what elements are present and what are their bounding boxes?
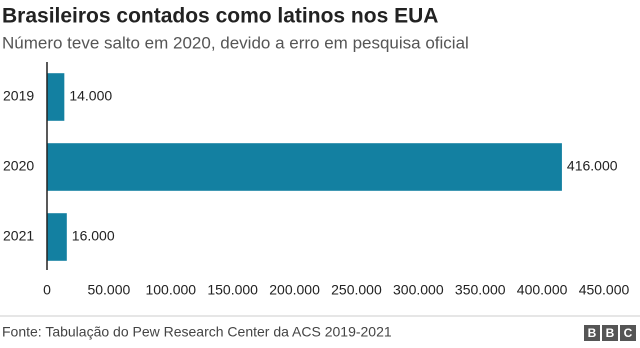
- x-tick-label: 350.000: [455, 282, 506, 298]
- logo-letter: C: [624, 326, 633, 340]
- logo-box: [602, 325, 618, 341]
- y-tick-label: 2019: [3, 88, 34, 104]
- x-tick-label: 200.000: [269, 282, 320, 298]
- y-tick-label: 2021: [3, 228, 34, 244]
- logo-box: [584, 325, 600, 341]
- source: Fonte: Tabulação do Pew Research Center …: [2, 324, 392, 340]
- bar: [47, 213, 67, 261]
- chart-title: Brasileiros contados como latinos nos EU…: [2, 5, 438, 28]
- x-tick-label: 50.000: [87, 282, 130, 298]
- logo-box: [620, 325, 636, 341]
- x-tick-label: 250.000: [331, 282, 382, 298]
- data-label: 416.000: [567, 158, 618, 174]
- x-tick-label: 400.000: [517, 282, 568, 298]
- logo-letter: B: [588, 326, 597, 340]
- x-tick-label: 100.000: [145, 282, 196, 298]
- y-tick-label: 2020: [3, 158, 34, 174]
- bar: [47, 73, 65, 121]
- x-tick-label: 150.000: [207, 282, 258, 298]
- data-label: 14.000: [69, 88, 112, 104]
- bar: [47, 143, 562, 191]
- data-label: 16.000: [72, 228, 115, 244]
- chart-subtitle: Número teve salto em 2020, devido a erro…: [2, 33, 469, 52]
- logo-letter: B: [606, 326, 615, 340]
- x-tick-label: 0: [43, 282, 51, 298]
- x-tick-label: 450.000: [579, 282, 630, 298]
- x-tick-label: 300.000: [393, 282, 444, 298]
